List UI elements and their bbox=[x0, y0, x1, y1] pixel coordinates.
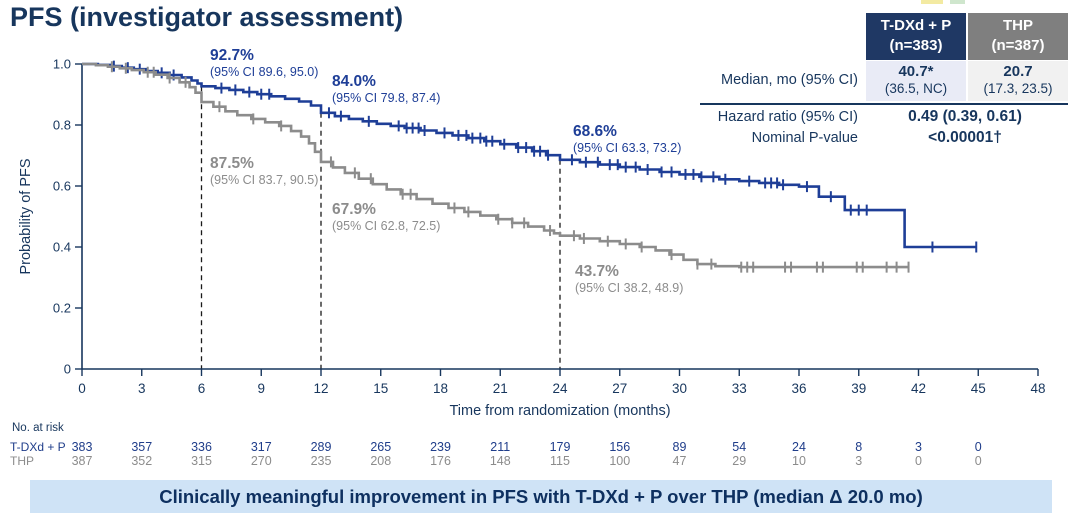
at-risk-count: 0 bbox=[975, 454, 982, 468]
at-risk-row-name: T-DXd + P bbox=[10, 440, 66, 454]
landmark-ci-6mo: (95% CI 83.7, 90.5) bbox=[210, 173, 318, 187]
at-risk-count: 317 bbox=[251, 440, 272, 454]
x-tick-label: 9 bbox=[257, 381, 265, 396]
y-tick-label: 0 bbox=[64, 362, 71, 377]
x-tick-label: 3 bbox=[138, 381, 146, 396]
x-tick-label: 48 bbox=[1030, 381, 1045, 396]
top-edge-green-fragment bbox=[950, 0, 965, 4]
landmark-ci-6mo: (95% CI 89.6, 95.0) bbox=[210, 65, 318, 79]
x-axis-title: Time from randomization (months) bbox=[449, 403, 670, 419]
at-risk-count: 235 bbox=[311, 454, 332, 468]
median-value-tdxd: 40.7* bbox=[898, 62, 934, 80]
kaplan-meier-plot: 00.20.40.60.81.00 3 6 9 12 15 18 21 24 27 30 33 36 39… bbox=[10, 47, 1046, 468]
at-risk-count: 387 bbox=[72, 454, 93, 468]
at-risk-count: 211 bbox=[490, 440, 510, 454]
conclusion-banner-text: Clinically meaningful improvement in PFS… bbox=[159, 485, 923, 507]
x-tick-label: 45 bbox=[971, 381, 986, 396]
at-risk-count: 0 bbox=[975, 440, 982, 454]
landmark-value-12mo: 84.0% bbox=[332, 73, 376, 90]
at-risk-count: 10 bbox=[792, 454, 806, 468]
at-risk-count: 3 bbox=[855, 454, 862, 468]
median-ci-tdxd: (36.5, NC) bbox=[884, 81, 948, 97]
hazard-ratio-label: Hazard ratio (95% CI) bbox=[717, 108, 858, 125]
median-row-label: Median, mo (95% CI) bbox=[721, 72, 858, 89]
column-header-thp-n: (n=387) bbox=[991, 36, 1045, 54]
y-tick-label: 0.4 bbox=[53, 240, 71, 255]
landmark-ci-24mo: (95% CI 63.3, 73.2) bbox=[573, 141, 681, 155]
at-risk-count: 179 bbox=[550, 440, 571, 454]
x-tick-label: 30 bbox=[672, 381, 687, 396]
x-tick-label: 27 bbox=[612, 381, 627, 396]
x-tick-label: 33 bbox=[732, 381, 747, 396]
at-risk-count: 115 bbox=[550, 454, 570, 468]
stats-spacer bbox=[700, 13, 864, 60]
at-risk-row-name: THP bbox=[10, 454, 34, 468]
at-risk-count: 148 bbox=[490, 454, 511, 468]
landmark-value-12mo: 67.9% bbox=[332, 201, 376, 218]
hazard-ratio-value: 0.49 (0.39, 0.61) bbox=[908, 107, 1022, 125]
at-risk-count: 270 bbox=[251, 454, 272, 468]
at-risk-count: 336 bbox=[191, 440, 212, 454]
landmark-value-24mo: 43.7% bbox=[575, 263, 619, 280]
column-header-tdxd-name: T-DXd + P bbox=[880, 17, 952, 34]
at-risk-count: 100 bbox=[609, 454, 630, 468]
at-risk-count: 383 bbox=[72, 440, 93, 454]
x-tick-label: 39 bbox=[851, 381, 866, 396]
stats-divider bbox=[700, 102, 1068, 105]
column-header-thp-name: THP bbox=[1003, 17, 1033, 34]
landmark-value-24mo: 68.6% bbox=[573, 123, 617, 140]
km-curve-tdxd bbox=[82, 62, 977, 249]
at-risk-count: 54 bbox=[732, 440, 746, 454]
at-risk-count: 315 bbox=[191, 454, 212, 468]
landmark-value-6mo: 87.5% bbox=[210, 155, 254, 172]
column-header-tdxd-n: (n=383) bbox=[889, 36, 943, 54]
page-title: PFS (investigator assessment) bbox=[10, 2, 404, 32]
y-tick-label: 0.2 bbox=[53, 301, 71, 316]
x-tick-label: 12 bbox=[313, 381, 328, 396]
at-risk-count: 0 bbox=[915, 454, 922, 468]
at-risk-count: 89 bbox=[673, 440, 687, 454]
column-header-tdxd: T-DXd + P (n=383) bbox=[866, 13, 966, 60]
x-tick-label: 24 bbox=[552, 381, 568, 396]
landmark-ci-24mo: (95% CI 38.2, 48.9) bbox=[575, 281, 683, 295]
at-risk-count: 24 bbox=[792, 440, 806, 454]
at-risk-count: 176 bbox=[430, 454, 451, 468]
at-risk-count: 265 bbox=[370, 440, 391, 454]
x-tick-label: 15 bbox=[373, 381, 388, 396]
y-tick-label: 0.8 bbox=[53, 118, 71, 133]
y-tick-label: 0.6 bbox=[53, 179, 71, 194]
landmark-value-6mo: 92.7% bbox=[210, 47, 254, 64]
landmark-ci-12mo: (95% CI 79.8, 87.4) bbox=[332, 91, 440, 105]
x-tick-label: 42 bbox=[911, 381, 926, 396]
x-tick-label: 18 bbox=[433, 381, 448, 396]
x-tick-label: 21 bbox=[493, 381, 508, 396]
y-axis-title: Probability of PFS bbox=[18, 158, 34, 274]
stats-summary-table: T-DXd + P (n=383) THP (n=387) Median, mo… bbox=[700, 13, 1068, 147]
conclusion-banner: Clinically meaningful improvement in PFS… bbox=[30, 480, 1052, 513]
column-header-thp: THP (n=387) bbox=[968, 13, 1068, 60]
at-risk-count: 47 bbox=[673, 454, 687, 468]
x-tick-label: 6 bbox=[198, 381, 206, 396]
median-cell-tdxd: 40.7* (36.5, NC) bbox=[866, 60, 966, 101]
at-risk-label: No. at risk bbox=[12, 422, 64, 434]
at-risk-count: 357 bbox=[131, 440, 152, 454]
x-tick-label: 36 bbox=[791, 381, 806, 396]
at-risk-count: 29 bbox=[732, 454, 746, 468]
at-risk-count: 156 bbox=[609, 440, 630, 454]
p-value-label: Nominal P-value bbox=[751, 129, 858, 146]
p-value-value: <0.00001† bbox=[928, 128, 1002, 146]
at-risk-count: 352 bbox=[131, 454, 152, 468]
top-edge-yellow-fragment bbox=[921, 0, 943, 4]
at-risk-count: 8 bbox=[855, 440, 862, 454]
x-tick-label: 0 bbox=[78, 381, 86, 396]
median-ci-thp: (17.3, 23.5) bbox=[983, 81, 1053, 97]
median-cell-thp: 20.7 (17.3, 23.5) bbox=[968, 60, 1068, 101]
landmark-ci-12mo: (95% CI 62.8, 72.5) bbox=[332, 219, 440, 233]
median-value-thp: 20.7 bbox=[1003, 62, 1033, 80]
at-risk-count: 239 bbox=[430, 440, 451, 454]
y-tick-label: 1.0 bbox=[53, 57, 71, 72]
at-risk-count: 289 bbox=[311, 440, 332, 454]
at-risk-count: 3 bbox=[915, 440, 922, 454]
at-risk-count: 208 bbox=[370, 454, 391, 468]
